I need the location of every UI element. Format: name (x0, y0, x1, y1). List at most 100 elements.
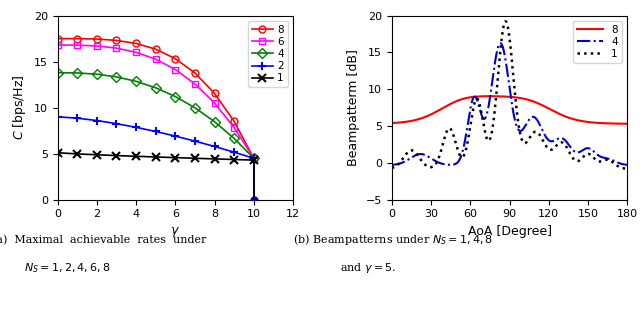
X-axis label: AoA [Degree]: AoA [Degree] (467, 225, 552, 238)
8 (250, 156, 257, 160)
6 (152, 57, 159, 61)
4 (132, 80, 140, 83)
4 (400, 160, 408, 164)
1 (230, 158, 238, 161)
Line: 8: 8 (392, 96, 627, 124)
4 (191, 106, 199, 110)
2 (93, 119, 100, 122)
1 (93, 153, 100, 157)
8 (573, 118, 581, 122)
8 (623, 122, 631, 126)
2 (172, 134, 179, 138)
1 (250, 158, 257, 162)
Y-axis label: Beampatterm [dB]: Beampatterm [dB] (347, 49, 360, 166)
8 (93, 37, 100, 41)
1 (54, 151, 61, 155)
1 (617, 166, 625, 169)
8 (54, 37, 61, 41)
1 (502, 19, 509, 23)
8 (617, 122, 625, 125)
1 (211, 157, 218, 161)
2 (74, 116, 81, 120)
1 (623, 167, 631, 171)
8 (113, 38, 120, 42)
2 (54, 115, 61, 119)
4 (172, 95, 179, 98)
8 (486, 94, 493, 98)
1 (502, 20, 510, 24)
6 (191, 82, 199, 86)
Line: 4: 4 (392, 43, 627, 165)
6 (132, 51, 140, 54)
Line: 8: 8 (54, 35, 257, 162)
Text: $N_S = 1, 2, 4, 6, 8$: $N_S = 1, 2, 4, 6, 8$ (24, 261, 111, 275)
1 (172, 156, 179, 159)
4 (573, 151, 581, 154)
4 (496, 41, 504, 45)
6 (211, 101, 218, 105)
Line: 1: 1 (53, 149, 258, 164)
4 (152, 86, 159, 90)
Line: 2: 2 (53, 113, 258, 163)
1 (388, 166, 396, 170)
Line: 6: 6 (54, 41, 257, 162)
Legend: 8, 4, 1: 8, 4, 1 (573, 21, 622, 63)
4 (617, 162, 625, 165)
8 (132, 41, 140, 45)
8 (230, 119, 238, 123)
Text: (a)  Maximal  achievable  rates  under: (a) Maximal achievable rates under (0, 235, 206, 245)
6 (113, 46, 120, 50)
2 (191, 139, 199, 143)
4 (230, 137, 238, 140)
4 (616, 162, 624, 165)
Line: 4: 4 (54, 69, 257, 162)
6 (172, 68, 179, 71)
1 (113, 154, 120, 158)
8 (191, 71, 199, 75)
4 (93, 72, 100, 76)
Y-axis label: $C$ [bps/Hz]: $C$ [bps/Hz] (11, 75, 28, 140)
8 (616, 122, 624, 125)
2 (132, 125, 140, 129)
8 (152, 47, 159, 51)
2 (230, 150, 238, 154)
8 (172, 57, 179, 61)
8 (400, 120, 408, 124)
4 (211, 120, 218, 124)
2 (152, 129, 159, 133)
4 (54, 71, 61, 75)
1 (616, 166, 624, 169)
Text: and $\gamma = 5$.: and $\gamma = 5$. (340, 261, 396, 275)
4 (623, 163, 631, 167)
4 (497, 41, 504, 45)
1 (132, 154, 140, 158)
6 (74, 43, 81, 47)
1 (74, 152, 81, 156)
Line: 1: 1 (392, 21, 627, 169)
4 (502, 64, 510, 67)
1 (152, 155, 159, 159)
8 (502, 95, 510, 99)
2 (211, 144, 218, 148)
X-axis label: $\gamma$: $\gamma$ (170, 225, 180, 239)
6 (93, 44, 100, 48)
2 (113, 122, 120, 125)
8 (388, 121, 396, 125)
1 (400, 155, 408, 159)
8 (211, 91, 218, 95)
8 (496, 95, 504, 98)
Text: (b) Beampatterns under $N_S = 1, 4, 8$: (b) Beampatterns under $N_S = 1, 4, 8$ (294, 232, 493, 247)
1 (496, 52, 504, 56)
Legend: 8, 6, 4, 2, 1: 8, 6, 4, 2, 1 (248, 21, 288, 87)
4 (250, 156, 257, 160)
2 (250, 156, 257, 160)
6 (230, 126, 238, 129)
4 (74, 71, 81, 75)
1 (191, 156, 199, 160)
1 (573, 159, 581, 163)
4 (113, 75, 120, 79)
8 (74, 37, 81, 41)
6 (250, 156, 257, 160)
4 (388, 163, 396, 167)
6 (54, 43, 61, 47)
